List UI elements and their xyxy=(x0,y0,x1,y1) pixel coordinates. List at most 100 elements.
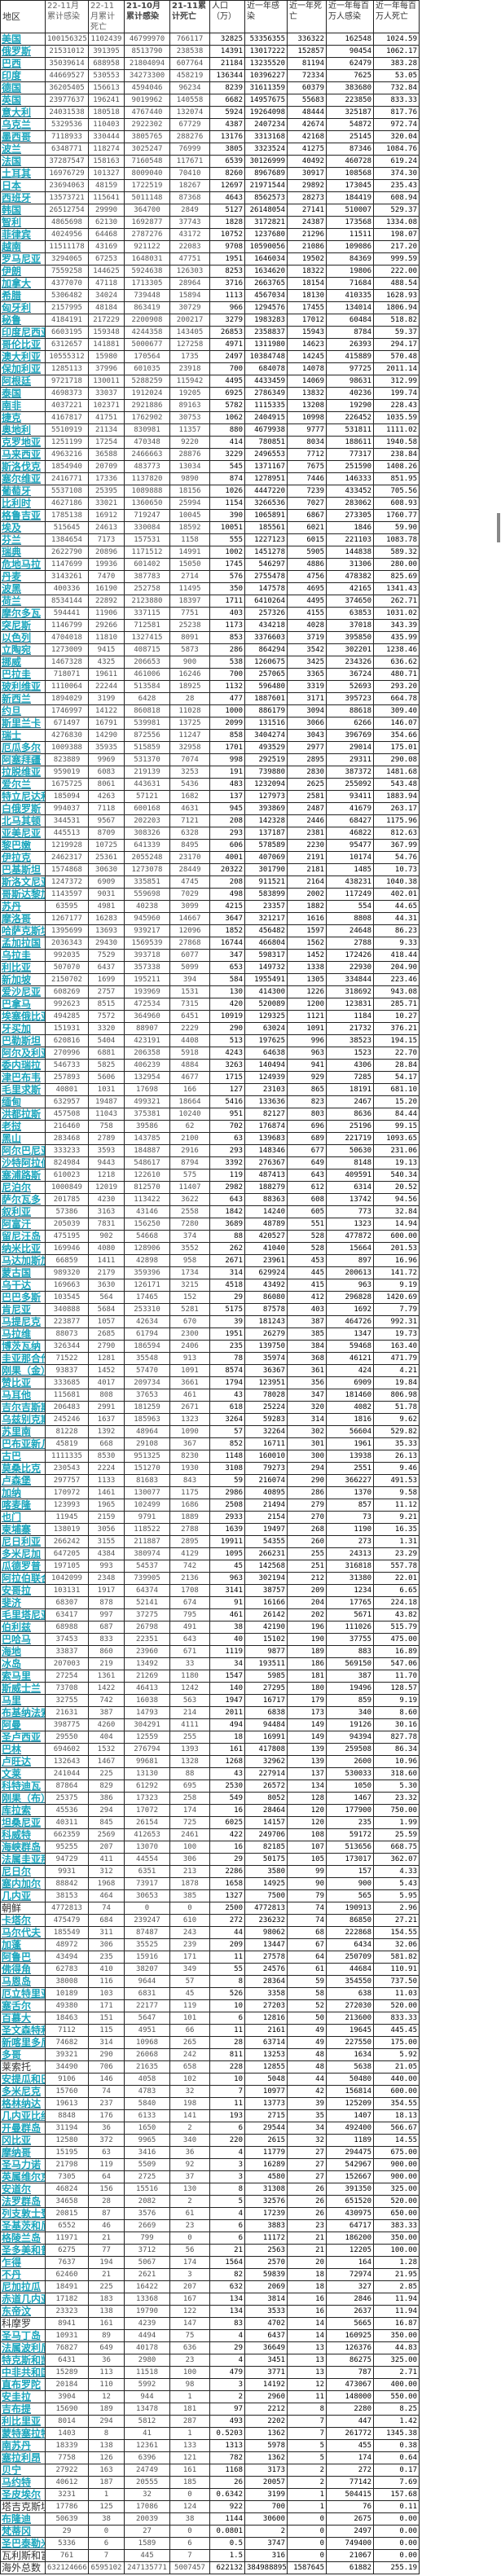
region-link[interactable]: 马提尼克 xyxy=(0,1315,46,1328)
region-link[interactable]: 亚美尼亚 xyxy=(0,827,46,840)
region-link[interactable]: 百慕大 xyxy=(0,2012,46,2025)
region-link[interactable]: 布隆迪 xyxy=(0,2512,46,2526)
header-region[interactable]: 地区 xyxy=(0,0,46,33)
region-link[interactable]: 毛里求斯 xyxy=(0,1083,46,1096)
region-link[interactable]: 格陵兰岛 xyxy=(0,2232,46,2245)
region-link[interactable]: 刚果（布） xyxy=(0,1792,46,1805)
region-link[interactable]: 墨西哥 xyxy=(0,130,46,143)
region-link[interactable]: 几内亚 xyxy=(0,1889,46,1902)
region-link[interactable]: 马拉维 xyxy=(0,1327,46,1341)
region-link[interactable]: 塞内加尔 xyxy=(0,1877,46,1890)
region-link[interactable]: 巴勒斯坦 xyxy=(0,1034,46,1047)
region-link[interactable]: 多米尼加 xyxy=(0,1547,46,1560)
header-infected-per-million[interactable]: 近一年每百万人感染 xyxy=(326,0,374,33)
region-link[interactable]: 尼加拉瓜 xyxy=(0,2280,46,2293)
region-link[interactable]: 马来西亚 xyxy=(0,448,46,461)
region-link[interactable]: 奥地利 xyxy=(0,423,46,437)
region-link[interactable]: 越南 xyxy=(0,240,46,253)
header-deaths-per-million[interactable]: 近一年每百万人死亡 xyxy=(373,0,420,33)
region-link[interactable]: 古巴 xyxy=(0,1450,46,1463)
region-link[interactable]: 洪都拉斯 xyxy=(0,1108,46,1121)
region-link[interactable]: 伊拉克 xyxy=(0,851,46,864)
region-link[interactable]: 阿尔及利亚 xyxy=(0,1047,46,1060)
region-link[interactable]: 乌拉圭 xyxy=(0,949,46,962)
region-link[interactable]: 乌克兰 xyxy=(0,118,46,131)
region-link[interactable]: 牙买加 xyxy=(0,1022,46,1035)
region-link[interactable]: 伊朗 xyxy=(0,265,46,278)
region-link[interactable]: 哥伦比亚 xyxy=(0,338,46,351)
region-link[interactable]: 安道尔 xyxy=(0,2183,46,2196)
region-link[interactable]: 圣马力诺 xyxy=(0,2158,46,2171)
region-link[interactable]: 佛得角 xyxy=(0,1963,46,1976)
region-link[interactable]: 黑山 xyxy=(0,1132,46,1145)
region-link[interactable]: 苏里南 xyxy=(0,1425,46,1438)
region-link[interactable]: 阿拉伯联合 xyxy=(0,1572,46,1585)
region-link[interactable]: 赤道几内亚 xyxy=(0,2293,46,2306)
region-link[interactable]: 吉尔吉斯斯 xyxy=(0,1401,46,1414)
region-link[interactable]: 荷兰 xyxy=(0,595,46,608)
header-year-deaths[interactable]: 近一年死亡 xyxy=(287,0,327,33)
region-link[interactable]: 阿鲁巴 xyxy=(0,1951,46,1964)
region-link[interactable]: 圣皮埃尔 xyxy=(0,2488,46,2501)
region-link[interactable]: 斯威士兰 xyxy=(0,1682,46,1695)
region-link[interactable]: 斯里兰卡 xyxy=(0,717,46,730)
region-link[interactable]: 东帝汶 xyxy=(0,2305,46,2318)
region-link[interactable]: 保加利亚 xyxy=(0,362,46,375)
region-link[interactable]: 格林纳达 xyxy=(0,2097,46,2110)
region-link[interactable]: 巴林 xyxy=(0,1743,46,1756)
region-link[interactable]: 波兰 xyxy=(0,143,46,156)
scrollbar-thumb[interactable] xyxy=(497,513,500,542)
region-link[interactable]: 梵蒂冈 xyxy=(0,2525,46,2538)
region-link[interactable]: 萨尔瓦多 xyxy=(0,1193,46,1206)
region-link[interactable]: 卢旺达 xyxy=(0,1755,46,1768)
region-link[interactable]: 海峡群岛 xyxy=(0,1841,46,1854)
region-link[interactable]: 斯洛伐克 xyxy=(0,460,46,473)
region-link[interactable]: 巴布亚新几 xyxy=(0,1437,46,1450)
region-link[interactable]: 沙特阿拉伯 xyxy=(0,1156,46,1170)
region-link[interactable]: 巴巴多斯 xyxy=(0,1291,46,1304)
region-link[interactable]: 刚果（金） xyxy=(0,1364,46,1377)
region-link[interactable]: 圭亚那合作 xyxy=(0,1352,46,1365)
region-link[interactable]: 圣卢西亚 xyxy=(0,1731,46,1744)
region-link[interactable]: 中非共和国 xyxy=(0,2366,46,2379)
region-link[interactable]: 叙利亚 xyxy=(0,1205,46,1218)
region-link[interactable]: 特立尼达和 xyxy=(0,790,46,803)
region-link[interactable]: 约旦 xyxy=(0,704,46,718)
region-link[interactable]: 秘鲁 xyxy=(0,314,46,327)
region-link[interactable]: 法罗群岛 xyxy=(0,2195,46,2208)
region-link[interactable]: 利比里亚 xyxy=(0,2415,46,2428)
region-link[interactable]: 哈萨克斯坦 xyxy=(0,924,46,937)
region-link[interactable]: 芬兰 xyxy=(0,533,46,546)
region-link[interactable]: 土耳其 xyxy=(0,167,46,180)
region-link[interactable]: 日本 xyxy=(0,179,46,192)
region-link[interactable]: 波黑 xyxy=(0,582,46,595)
region-link[interactable]: 法属圭亚那 xyxy=(0,1853,46,1866)
region-link[interactable]: 比利时 xyxy=(0,497,46,510)
region-link[interactable]: 哥斯达黎加 xyxy=(0,888,46,901)
region-link[interactable]: 摩纳哥 xyxy=(0,2146,46,2159)
region-link[interactable]: 巴拉圭 xyxy=(0,668,46,681)
region-link[interactable]: 瑞典 xyxy=(0,546,46,559)
region-link[interactable]: 柬埔寨 xyxy=(0,1523,46,1536)
region-link[interactable]: 多米尼克 xyxy=(0,2085,46,2098)
header-cum-infected-21-10[interactable]: 21-10月累计感染 xyxy=(124,0,170,33)
region-link[interactable]: 也门 xyxy=(0,1511,46,1524)
region-link[interactable]: 几内亚比绍 xyxy=(0,2109,46,2122)
header-population[interactable]: 人口（万） xyxy=(209,0,245,33)
region-link[interactable]: 莫桑比克 xyxy=(0,1462,46,1475)
region-link[interactable]: 泰国 xyxy=(0,387,46,400)
region-link[interactable]: 加拿大 xyxy=(0,277,46,290)
region-link[interactable]: 特克斯和凯 xyxy=(0,2354,46,2367)
region-link[interactable]: 喀麦隆 xyxy=(0,1499,46,1512)
region-link[interactable]: 南非 xyxy=(0,399,46,412)
region-link[interactable]: 马恩岛 xyxy=(0,1975,46,1988)
region-link[interactable]: 立陶宛 xyxy=(0,643,46,656)
region-link[interactable]: 以色列 xyxy=(0,631,46,644)
region-link[interactable]: 瓜德罗普 xyxy=(0,1560,46,1573)
region-link[interactable]: 南苏丹 xyxy=(0,2439,46,2452)
region-link[interactable]: 塞舌尔 xyxy=(0,1999,46,2012)
region-link[interactable]: 巴基斯坦 xyxy=(0,863,46,876)
region-link[interactable]: 厄立特里亚 xyxy=(0,1987,46,2000)
region-link[interactable]: 摩洛哥 xyxy=(0,912,46,925)
region-link[interactable]: 贝宁 xyxy=(0,2464,46,2477)
